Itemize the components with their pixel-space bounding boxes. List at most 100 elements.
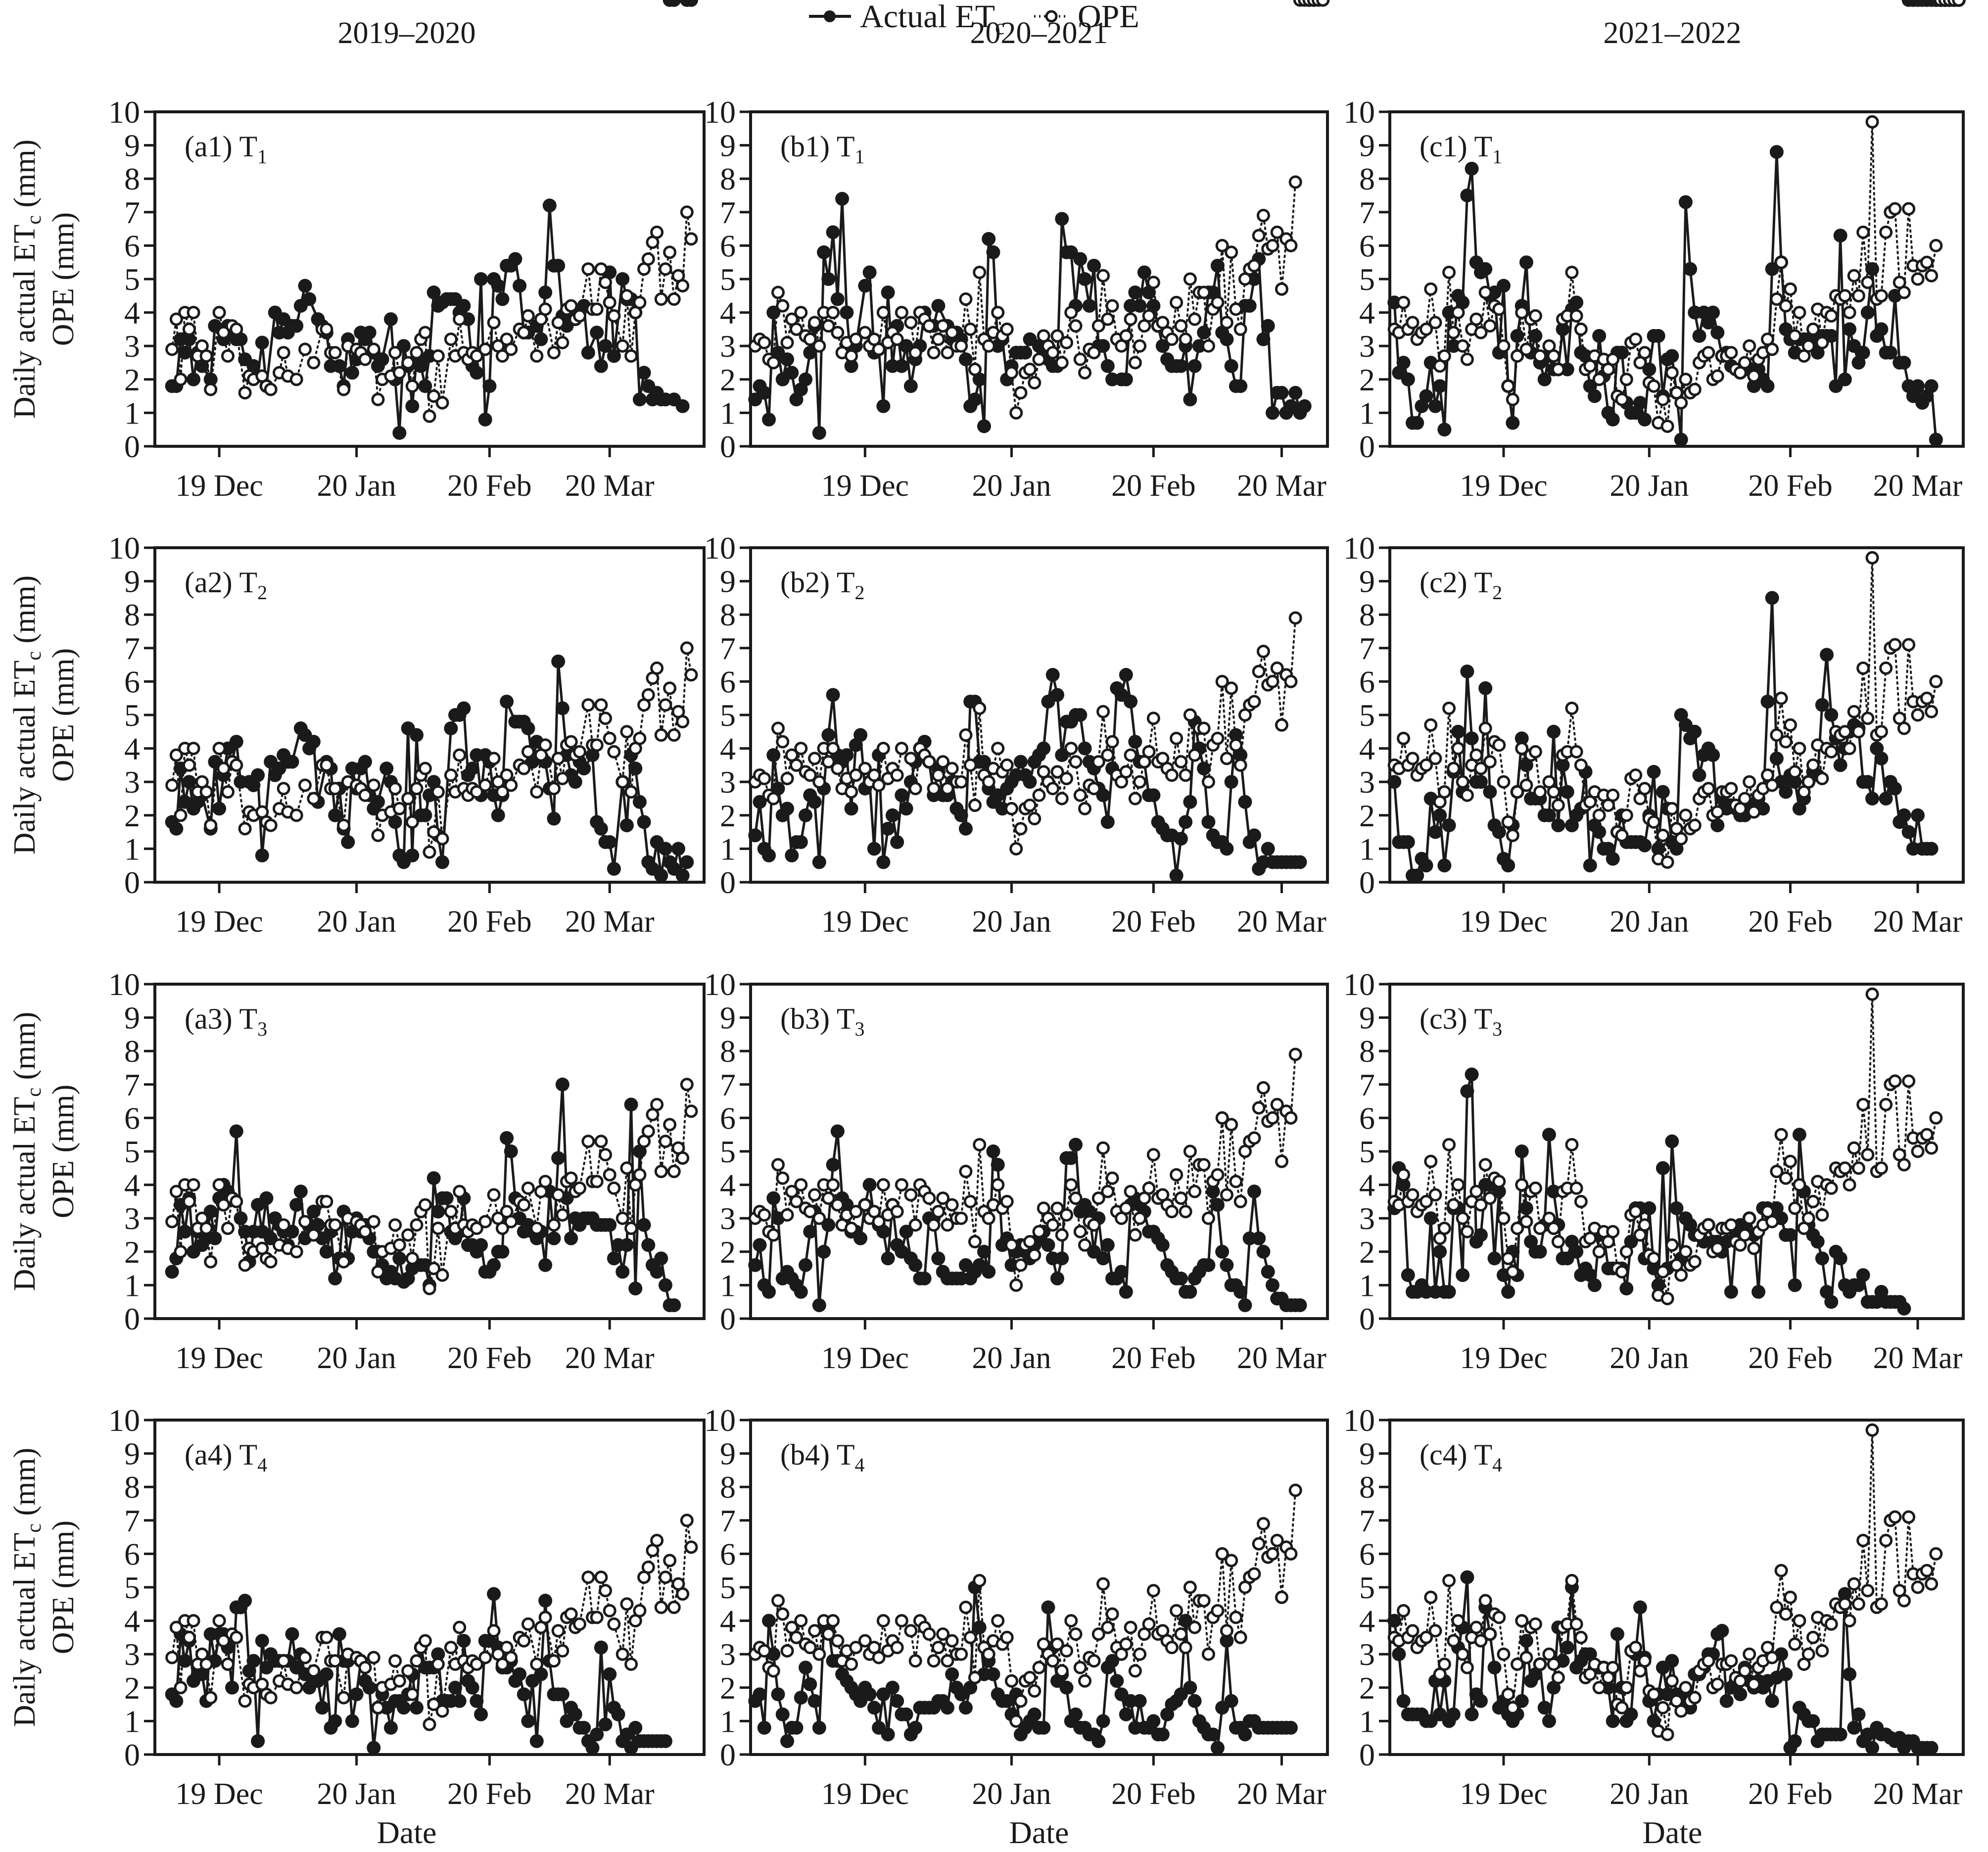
ope-point [1451, 742, 1465, 756]
ope-point [547, 346, 561, 360]
y-tick-label: 8 [720, 1034, 736, 1069]
actual-etc-point [594, 359, 608, 373]
ope-point [1128, 1228, 1142, 1242]
actual-etc-point [1865, 1741, 1880, 1755]
ope-point [904, 1624, 918, 1638]
actual-etc-point [1210, 1198, 1225, 1212]
actual-etc-point [799, 1258, 813, 1272]
ope-point [1547, 1221, 1561, 1235]
ope-point [1284, 1547, 1298, 1561]
x-tick-label: 20 Mar [565, 1777, 655, 1811]
actual-etc-point [1806, 1714, 1820, 1728]
ope-point [826, 742, 840, 756]
actual-etc-point [474, 1238, 488, 1252]
ope-point [876, 742, 890, 756]
ope-point [624, 1657, 638, 1671]
ope-point [1105, 1171, 1119, 1185]
ope-point [1225, 681, 1238, 695]
actual-etc-point [1719, 1694, 1734, 1708]
actual-etc-point [1838, 372, 1852, 386]
ope-point [401, 1664, 415, 1678]
actual-etc-point [1242, 299, 1257, 313]
ope-point [1501, 815, 1515, 829]
actual-etc-point [603, 835, 617, 849]
y-axis-label: Daily actual ETc (mm) [8, 1448, 46, 1727]
y-tick-label: 6 [124, 1100, 140, 1136]
ope-point [581, 1135, 595, 1148]
ope-point [1856, 1533, 1870, 1547]
ope-point [641, 1124, 655, 1138]
ope-point [936, 1627, 950, 1641]
ope-point [831, 326, 845, 339]
y-tick-label: 6 [124, 228, 140, 263]
ope-point [1064, 306, 1078, 320]
ope-point [1179, 1641, 1192, 1655]
actual-etc-point [1860, 775, 1875, 789]
actual-etc-point [632, 795, 647, 809]
ope-point [1925, 269, 1939, 283]
actual-etc-point [1233, 1284, 1248, 1299]
x-tick-label: 20 Jan [1609, 905, 1689, 939]
panel-label: (b2) T2 [780, 566, 865, 604]
y-tick-label: 7 [124, 1067, 140, 1102]
ope-point [1179, 768, 1192, 782]
ope-point [1447, 1198, 1461, 1212]
ope-point [1000, 322, 1014, 336]
ope-point [1638, 1218, 1652, 1232]
x-tick-label: 20 Jan [972, 1341, 1051, 1375]
ope-point [238, 1258, 252, 1272]
actual-etc-point [1751, 1284, 1766, 1299]
ope-point [936, 755, 950, 769]
actual-etc-point [1783, 1228, 1798, 1242]
ope-point [599, 1584, 613, 1598]
actual-etc-point [817, 1244, 831, 1259]
ope-point [1702, 782, 1715, 796]
ope-point [1619, 373, 1633, 386]
ope-point [1266, 1111, 1279, 1125]
x-tick-label: 19 Dec [1460, 469, 1547, 503]
actual-etc-point [1073, 708, 1088, 722]
actual-etc-point [667, 1298, 681, 1312]
ope-point [1551, 799, 1565, 812]
panel-label: (a1) T1 [185, 130, 267, 168]
y-tick-label: 1 [720, 1268, 736, 1303]
actual-etc-point [1519, 255, 1533, 270]
actual-etc-point [641, 1238, 656, 1252]
ope-point [603, 295, 616, 309]
ope-point [564, 299, 578, 313]
ope-point [564, 735, 578, 749]
actual-etc-point [1013, 755, 1028, 769]
actual-etc-point [1901, 825, 1916, 839]
ope-point [973, 1138, 987, 1151]
ope-point [1679, 1681, 1693, 1695]
ope-point [1774, 1564, 1788, 1577]
actual-etc-point [289, 1198, 304, 1212]
actual-etc-point [1569, 1244, 1584, 1259]
ope-point [388, 1218, 402, 1232]
actual-etc-point [555, 1077, 569, 1092]
x-tick-label: 20 Mar [1873, 1777, 1963, 1811]
actual-etc-point [1238, 1727, 1252, 1742]
actual-etc-point [1820, 648, 1834, 662]
y-tick-label: 8 [124, 1034, 140, 1069]
ope-point [667, 728, 681, 742]
actual-etc-point [487, 1587, 501, 1601]
actual-etc-point [780, 802, 795, 816]
ope-point [367, 342, 380, 356]
ope-point [1879, 225, 1893, 239]
ope-point [821, 1627, 835, 1641]
actual-etc-point [1656, 1161, 1670, 1175]
ope-point [1519, 1215, 1533, 1229]
actual-etc-point [1110, 1674, 1124, 1688]
ope-point [680, 1514, 694, 1527]
y-tick-label: 8 [1359, 161, 1375, 196]
actual-etc-point [615, 1265, 630, 1279]
actual-etc-point [547, 811, 561, 826]
ope-point [444, 1641, 458, 1655]
actual-etc-point [396, 1701, 411, 1715]
ope-point [410, 782, 424, 796]
actual-etc-line [754, 1130, 1300, 1307]
actual-etc-point [830, 292, 845, 306]
ope-point [1397, 295, 1411, 309]
